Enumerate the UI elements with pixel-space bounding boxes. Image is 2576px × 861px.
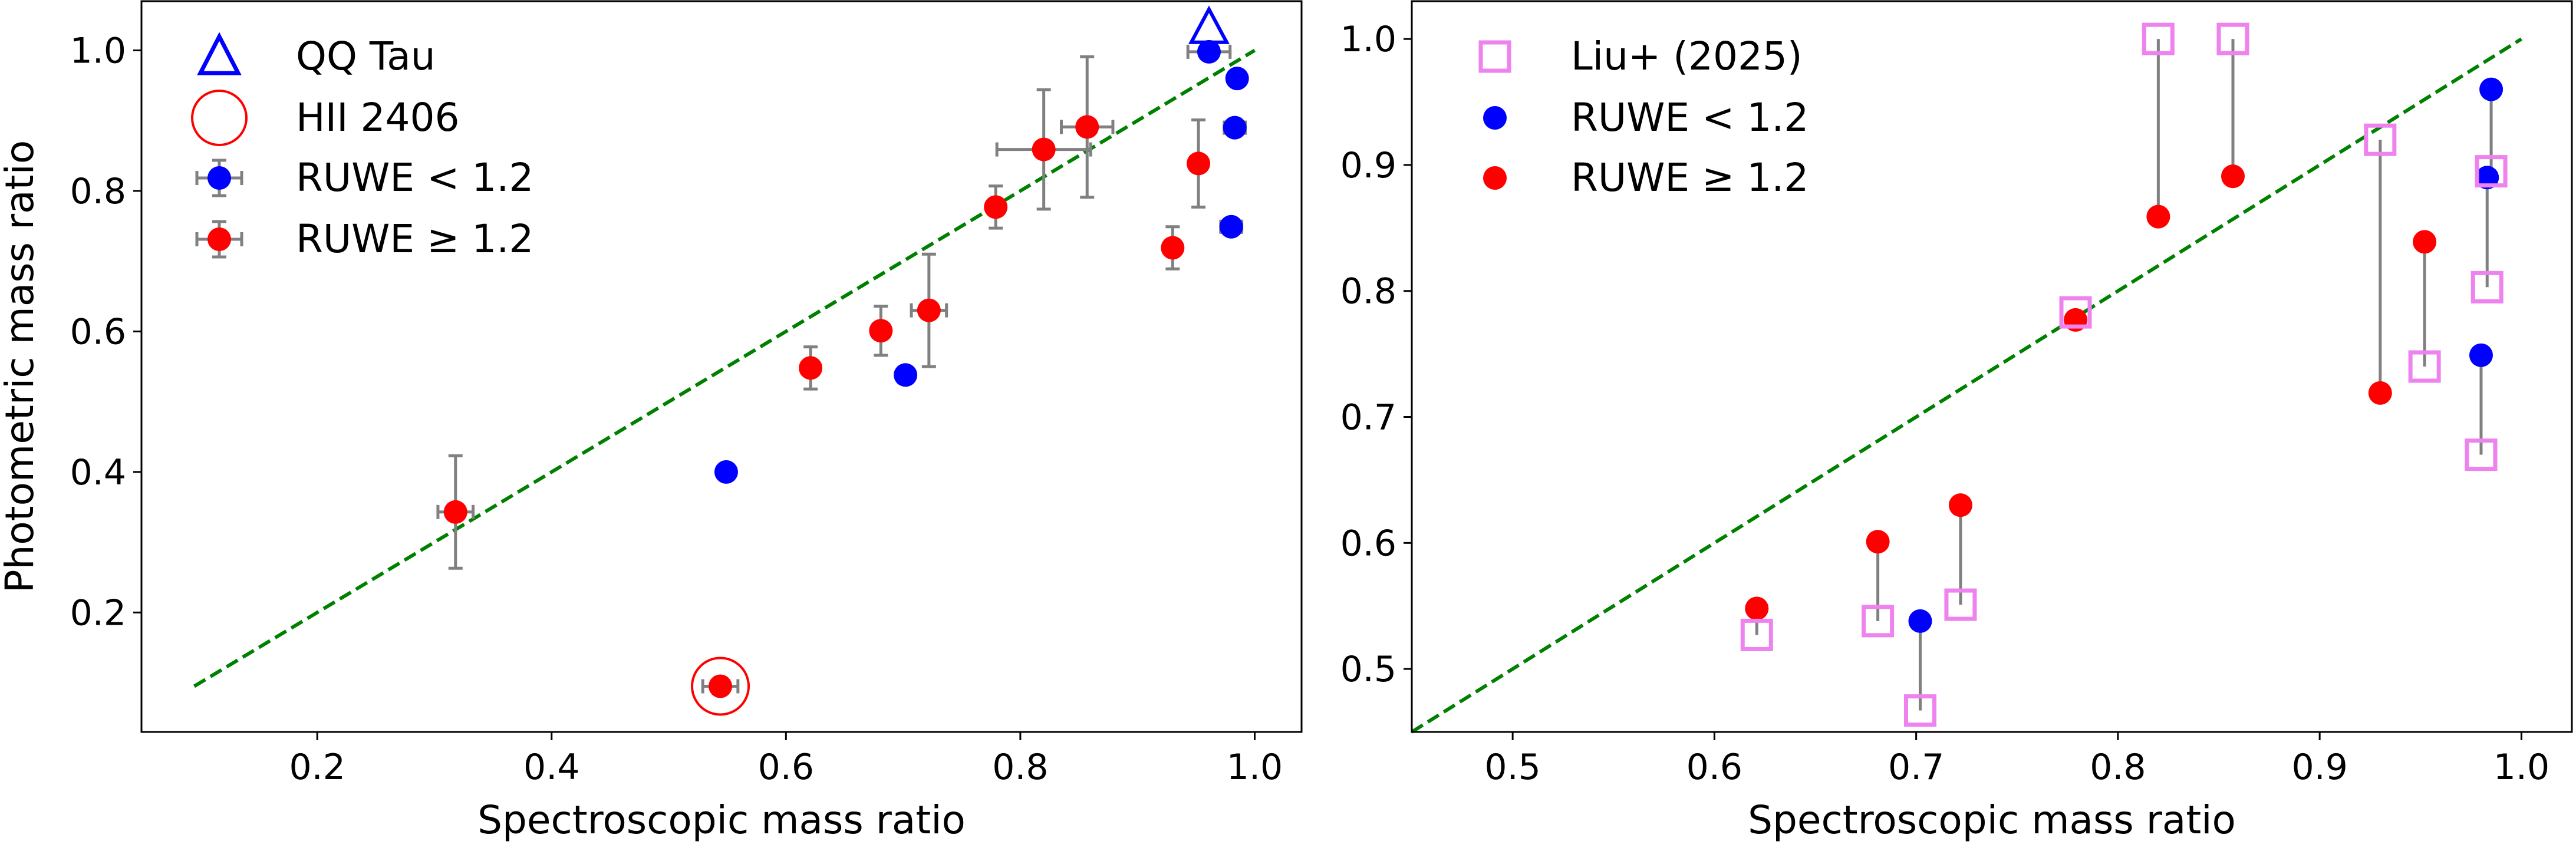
left-x-tick-label: 0.8: [992, 747, 1048, 788]
right-x-tick-label: 0.6: [1686, 747, 1742, 788]
right-y-tick-label: 0.7: [1340, 397, 1396, 438]
legend-marker-qq-tau: [197, 32, 242, 75]
legend-dot: [1483, 166, 1507, 190]
left-point: [917, 298, 941, 322]
legend-label-ruwe-high-right: RUWE ≥ 1.2: [1571, 155, 1809, 200]
left-y-tick-label: 0.8: [70, 171, 126, 212]
left-x-tick-label: 0.6: [758, 747, 814, 788]
right-liu-point: [2408, 350, 2441, 383]
left-point: [1219, 215, 1243, 239]
left-tick-layer: 0.2 0.4 0.6 0.8 1.0 0.2 0.4 0.6 0.8 1.0: [70, 30, 1283, 788]
right-mark-layer: [1411, 22, 2523, 734]
right-point: [1745, 596, 1769, 621]
left-x-tick-label: 0.2: [289, 747, 345, 788]
left-mark-layer: [193, 5, 1256, 716]
right-x-axis-label: Spectroscopic mass ratio: [1748, 797, 2236, 843]
right-panel: 0.5 0.6 0.7 0.8 0.9 1.0 0.5 0.6 0.7 0.8 0.9 1.0 Spe…: [1340, 0, 2573, 843]
legend-open-circle: [191, 90, 248, 146]
right-liu-point: [2465, 438, 2498, 471]
right-point: [1948, 493, 1972, 517]
qq-tau-marker: [1188, 5, 1230, 44]
left-y-tick-label: 0.4: [70, 452, 126, 493]
right-tick-layer: 0.5 0.6 0.7 0.8 0.9 1.0 0.5 0.6 0.7 0.8 0.9 1.0: [1340, 19, 2550, 788]
right-liu-point: [2142, 22, 2175, 55]
right-liu-point: [2364, 123, 2397, 156]
left-point: [714, 460, 738, 484]
legend-marker-ruwe-low-dot: [1483, 106, 1507, 130]
left-y-tick-label: 0.6: [70, 311, 126, 352]
legend-marker-ruwe-high-errorbar: [195, 220, 243, 259]
right-legend: Liu+ (2025) RUWE < 1.2 RUWE ≥ 1.2: [1478, 34, 1809, 200]
left-y-tick-label: 1.0: [70, 30, 126, 71]
legend-label-ruwe-low: RUWE < 1.2: [296, 155, 533, 200]
right-liu-point: [1740, 618, 1773, 651]
legend-label-ruwe-high: RUWE ≥ 1.2: [296, 216, 533, 262]
right-y-tick-label: 0.9: [1340, 145, 1396, 186]
legend-label-qq-tau: QQ Tau: [296, 34, 436, 79]
legend-label-ruwe-low-right: RUWE < 1.2: [1571, 95, 1809, 140]
right-liu-point: [2475, 155, 2508, 188]
right-point: [2469, 343, 2493, 367]
left-point: [1197, 39, 1221, 64]
right-y-tick-label: 0.5: [1340, 649, 1396, 690]
right-y-tick-label: 0.6: [1340, 523, 1396, 564]
legend-marker-liu-2025: [1478, 40, 1511, 73]
left-point: [443, 500, 467, 524]
legend-dot: [1483, 106, 1507, 130]
left-panel: 0.2 0.4 0.6 0.8 1.0 0.2 0.4 0.6 0.8 1.0 Spectrosc…: [0, 0, 1303, 843]
left-point: [1161, 236, 1185, 260]
legend-marker-ruwe-low-errorbar: [195, 159, 243, 197]
right-one-to-one-line: [1411, 37, 2523, 734]
left-point: [869, 319, 893, 343]
left-one-to-one-line: [193, 48, 1256, 688]
right-liu-point: [2216, 22, 2249, 55]
right-point: [2221, 164, 2245, 189]
legend-triangle: [197, 32, 242, 75]
right-liu-point: [2059, 296, 2092, 329]
left-y-axis-label: Photometric mass ratio: [0, 140, 42, 593]
left-x-tick-label: 0.4: [523, 747, 579, 788]
right-point: [2479, 77, 2503, 101]
legend-open-square: [1478, 40, 1511, 73]
right-point: [2368, 381, 2392, 405]
right-x-tick-label: 0.7: [1888, 747, 1944, 788]
legend-label-hii-2406: HII 2406: [296, 95, 460, 140]
legend-marker-ruwe-high-dot: [1483, 166, 1507, 190]
left-x-axis-label: Spectroscopic mass ratio: [477, 797, 966, 843]
legend-label-liu-2025: Liu+ (2025): [1571, 34, 1803, 79]
left-point: [1075, 115, 1099, 139]
left-point: [1225, 67, 1249, 91]
left-point: [894, 363, 918, 387]
right-point: [2146, 204, 2170, 229]
right-point: [1908, 609, 1932, 633]
right-liu-point: [1903, 694, 1936, 727]
right-point: [1866, 530, 1890, 554]
right-plot-frame: [1411, 0, 2573, 733]
left-point: [984, 195, 1008, 219]
right-x-tick-label: 0.8: [2090, 747, 2146, 788]
left-plot-frame: [140, 0, 1303, 733]
right-liu-point: [1944, 588, 1977, 621]
left-point: [1032, 137, 1056, 161]
legend-marker-hii-2406: [191, 90, 248, 146]
right-y-tick-label: 0.8: [1340, 271, 1396, 312]
right-point: [2413, 230, 2437, 254]
hii-2406-marker: [691, 657, 750, 716]
right-x-tick-label: 0.5: [1484, 747, 1540, 788]
left-point: [1223, 116, 1247, 140]
legend-dot: [207, 227, 231, 251]
left-point: [799, 356, 823, 380]
right-liu-point: [1862, 605, 1895, 638]
right-x-tick-label: 0.9: [2291, 747, 2347, 788]
right-x-tick-label: 1.0: [2493, 747, 2549, 788]
right-liu-point: [2470, 270, 2503, 304]
left-y-tick-label: 0.2: [70, 592, 126, 634]
left-point: [1187, 151, 1211, 176]
left-legend: QQ Tau HII 2406 RUWE < 1.2 RUWE ≥ 1.2: [191, 32, 533, 262]
legend-dot: [207, 166, 231, 190]
right-y-tick-label: 1.0: [1340, 19, 1396, 60]
left-x-tick-label: 1.0: [1227, 747, 1283, 788]
left-point: [709, 674, 733, 698]
